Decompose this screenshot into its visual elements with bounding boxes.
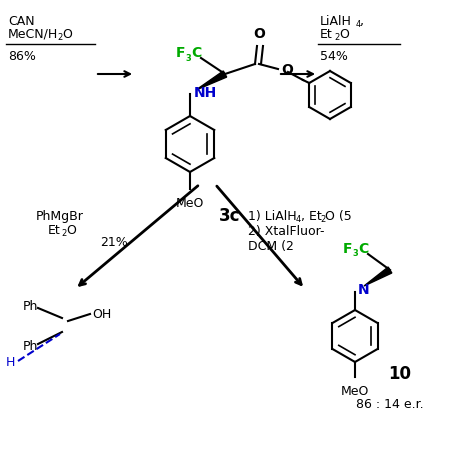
- Text: 2: 2: [57, 33, 62, 42]
- Text: 2: 2: [334, 33, 339, 42]
- Text: 86%: 86%: [8, 49, 36, 63]
- Text: MeCN/H: MeCN/H: [8, 27, 58, 40]
- Text: 54%: 54%: [320, 49, 348, 63]
- Polygon shape: [196, 71, 227, 90]
- Text: H: H: [5, 356, 15, 368]
- Text: DCM (2: DCM (2: [248, 239, 294, 253]
- Text: LiAlH: LiAlH: [320, 15, 352, 27]
- Text: 1) LiAlH: 1) LiAlH: [248, 210, 297, 222]
- Text: PhMgBr: PhMgBr: [36, 210, 84, 222]
- Text: , Et: , Et: [301, 210, 322, 222]
- Text: 4: 4: [356, 19, 361, 28]
- Text: O: O: [339, 27, 349, 40]
- Text: 10: 10: [389, 365, 411, 383]
- Text: CAN: CAN: [8, 15, 35, 27]
- Text: 4: 4: [296, 215, 301, 224]
- Text: 86 : 14 e.r.: 86 : 14 e.r.: [356, 398, 424, 410]
- Text: ,: ,: [360, 15, 364, 27]
- Text: O (5: O (5: [325, 210, 352, 222]
- Text: 3c: 3c: [219, 207, 241, 225]
- Text: O: O: [62, 27, 72, 40]
- Text: N: N: [358, 283, 370, 297]
- Text: Et: Et: [320, 27, 333, 40]
- Text: Ph: Ph: [22, 300, 38, 312]
- Text: 2) XtalFluor-: 2) XtalFluor-: [248, 225, 325, 237]
- Text: 21%: 21%: [100, 236, 128, 248]
- Text: 3: 3: [185, 54, 191, 63]
- Text: MeO: MeO: [341, 385, 369, 398]
- Polygon shape: [364, 267, 392, 286]
- Text: O: O: [281, 63, 293, 77]
- Text: C: C: [191, 46, 201, 60]
- Text: 2: 2: [61, 228, 66, 237]
- Text: C: C: [358, 242, 368, 256]
- Text: F: F: [343, 242, 352, 256]
- Text: Et: Et: [48, 224, 61, 237]
- Text: NH: NH: [194, 86, 217, 100]
- Text: O: O: [66, 224, 76, 237]
- Text: F: F: [175, 46, 185, 60]
- Text: 2: 2: [320, 215, 325, 224]
- Text: O: O: [253, 27, 265, 41]
- Text: MeO: MeO: [176, 197, 204, 210]
- Text: OH: OH: [92, 308, 111, 320]
- Text: Ph: Ph: [22, 339, 38, 353]
- Text: 3: 3: [352, 249, 358, 258]
